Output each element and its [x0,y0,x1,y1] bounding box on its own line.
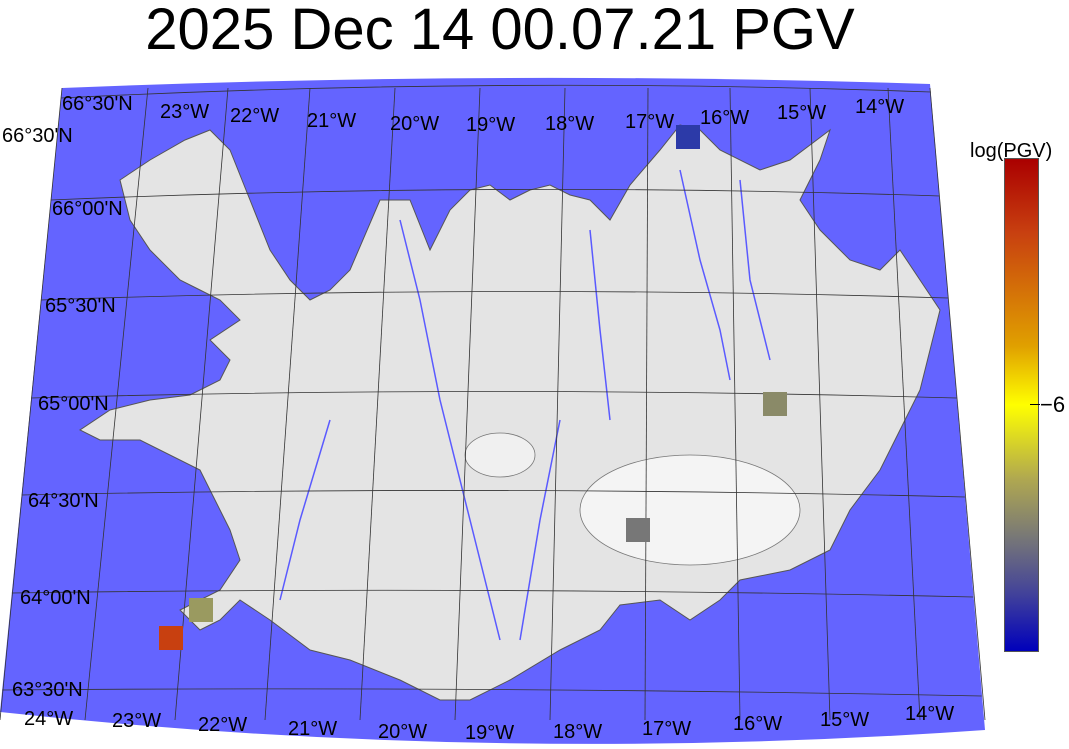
meridian [929,87,986,721]
lat-label: 63°30'N [12,679,83,701]
lat-label: 65°30'N [45,295,116,317]
lon-label-top: 20°W [390,113,439,135]
meridian [729,87,741,721]
lon-label-bottom: 15°W [820,709,869,731]
lon-label-bottom: 24°W [24,708,73,730]
colorbar-tick-label: −6 [1040,392,1066,417]
lon-label-top: 15°W [777,102,826,124]
lon-label-top: 21°W [307,110,356,132]
parallel [40,291,949,301]
lon-label-top: 17°W [625,111,674,133]
lon-label-top: 19°W [466,114,515,136]
lon-label-top: 18°W [545,113,594,135]
colorbar [1004,158,1039,652]
meridian [809,87,831,721]
lon-label-bottom: 21°W [288,718,337,740]
lon-label-top: 23°W [160,101,209,123]
meridian [174,87,229,721]
lon-label-top: 14°W [855,96,904,118]
lat-label: 66°00'N [52,198,123,220]
meridian [0,87,63,721]
colorbar-label: log(PGV) [970,140,1053,162]
rivers [279,169,771,641]
map-title: 2025 Dec 14 00.07.21 PGV [145,0,855,62]
parallel [60,84,931,99]
lat-label: 66°30'N [2,125,73,147]
meridian [454,87,481,721]
meridian [264,87,311,721]
meridian [887,87,921,721]
parallel [11,589,974,598]
lat-label: 65°00'N [38,393,109,415]
colorbar-tick [1030,404,1040,405]
parallel [21,490,965,498]
lon-label-bottom: 14°W [905,703,954,725]
parallel [50,188,940,201]
lon-label-bottom: 22°W [198,714,247,736]
lat-label: 64°00'N [20,587,91,609]
lat-label: 64°30'N [28,490,99,512]
meridian [549,87,566,721]
graticule [0,84,986,721]
lon-label-bottom: 16°W [733,713,782,735]
station-marker-north[interactable] [676,125,700,149]
meridian [644,87,649,721]
lon-label-top: 22°W [230,105,279,127]
meridian [359,87,396,721]
station-marker-central[interactable] [626,518,650,542]
lon-label-top: 16°W [700,107,749,129]
lon-label-bottom: 18°W [553,721,602,743]
lon-label-bottom: 23°W [112,710,161,732]
parallel [31,391,957,399]
station-marker-southwest[interactable] [159,626,183,650]
station-marker-reykjanes[interactable] [189,598,213,622]
meridian [84,87,149,721]
station-marker-east[interactable] [763,392,787,416]
lon-label-bottom: 20°W [378,721,427,743]
lon-label-bottom: 17°W [642,718,691,740]
lon-label-top: 66°30'N [62,93,133,115]
lon-label-bottom: 19°W [465,722,514,744]
parallel [2,688,982,697]
